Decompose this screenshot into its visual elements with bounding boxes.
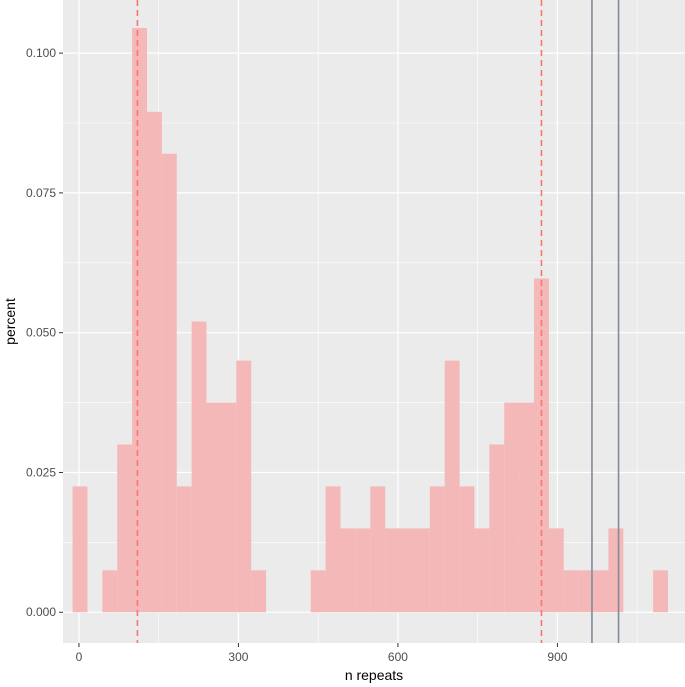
histogram-bars xyxy=(72,27,668,613)
histogram-bar xyxy=(504,402,520,613)
y-tick-label: 0.100 xyxy=(26,46,56,60)
x-tick-label: 0 xyxy=(76,650,83,664)
histogram-bar xyxy=(474,528,490,613)
histogram-bar xyxy=(102,570,118,613)
histogram-bar xyxy=(221,402,237,613)
histogram-bar xyxy=(429,486,445,613)
reference-lines xyxy=(136,0,620,643)
histogram-bar xyxy=(310,570,326,613)
histogram-bar xyxy=(519,402,535,613)
histogram-bar xyxy=(653,570,668,613)
histogram-bar xyxy=(414,528,430,613)
histogram-bar xyxy=(161,153,177,613)
y-tick-label: 0.000 xyxy=(26,605,56,619)
histogram-bar xyxy=(176,486,192,613)
histogram-bar xyxy=(251,570,267,613)
histogram-bar xyxy=(444,360,460,613)
y-axis-title: percent xyxy=(2,298,18,345)
histogram-bar xyxy=(608,528,624,613)
histogram-bar xyxy=(548,528,564,613)
histogram-bar xyxy=(578,570,594,613)
histogram-bar xyxy=(400,528,415,613)
histogram-bar xyxy=(206,402,222,613)
y-tick-label: 0.025 xyxy=(26,465,56,479)
histogram-bar xyxy=(593,570,609,613)
histogram-bar xyxy=(563,570,579,613)
histogram-bar xyxy=(370,486,386,613)
x-tick-label: 600 xyxy=(388,650,408,664)
x-axis-ticks: 0 300 600 900 xyxy=(76,643,568,664)
histogram-bar xyxy=(72,486,88,613)
histogram-bar xyxy=(117,444,133,613)
y-axis-ticks: 0.000 0.025 0.050 0.075 0.100 xyxy=(26,46,63,619)
histogram-bar xyxy=(459,486,475,613)
x-axis-title: n repeats xyxy=(345,667,403,683)
histogram-bar xyxy=(340,528,356,613)
histogram-bar xyxy=(385,528,401,613)
histogram-bar xyxy=(355,528,371,613)
histogram-bar xyxy=(489,444,505,613)
minor-gridlines xyxy=(63,0,685,643)
histogram-bar xyxy=(132,27,147,613)
y-tick-label: 0.050 xyxy=(26,326,56,340)
histogram-bar xyxy=(146,111,162,613)
y-tick-label: 0.075 xyxy=(26,186,56,200)
histogram-bar xyxy=(325,486,341,613)
histogram-bar xyxy=(191,321,207,613)
histogram-bar xyxy=(236,360,252,613)
x-tick-label: 900 xyxy=(547,650,567,664)
x-tick-label: 300 xyxy=(228,650,248,664)
